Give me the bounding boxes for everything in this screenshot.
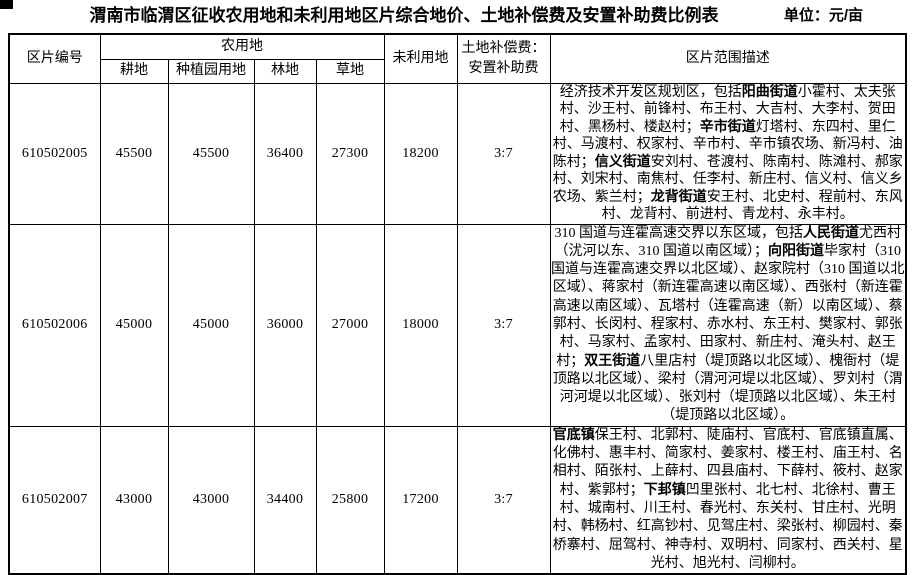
cell-grass-price: 25800 bbox=[315, 425, 385, 575]
col-header-ratio-line1: 土地补偿费： bbox=[461, 40, 546, 56]
cell-district-description: 经济技术开发区规划区，包括阳曲街道小霍村、太夫张村、沙王村、前锋村、布王村、大吉… bbox=[549, 82, 907, 225]
cell-unused-price: 18200 bbox=[383, 82, 458, 225]
cell-ratio: 3:7 bbox=[456, 223, 551, 427]
cell-plantation-price: 45500 bbox=[167, 82, 255, 225]
cell-ratio: 3:7 bbox=[456, 82, 551, 225]
cell-code: 610502006 bbox=[8, 223, 101, 427]
cell-cultivated-price: 45500 bbox=[99, 82, 169, 225]
cell-grass-price: 27300 bbox=[315, 82, 385, 225]
cell-code: 610502007 bbox=[8, 425, 101, 575]
cell-plantation-price: 45000 bbox=[167, 223, 255, 427]
table-row: 610502006 45000 45000 36000 27000 18000 … bbox=[8, 223, 907, 427]
col-header-cultivated: 耕地 bbox=[99, 58, 169, 84]
unit-label: 单位：元/亩 bbox=[783, 7, 863, 24]
col-header-grass: 草地 bbox=[315, 58, 385, 84]
header-row-sub: 耕地 种植园用地 林地 草地 bbox=[9, 58, 906, 84]
cell-ratio: 3:7 bbox=[456, 425, 551, 575]
cell-unused-price: 18000 bbox=[383, 223, 458, 427]
col-header-agri-group: 农用地 bbox=[99, 33, 385, 60]
col-header-forest: 林地 bbox=[253, 58, 317, 84]
cell-forest-price: 36400 bbox=[253, 82, 317, 225]
cell-plantation-price: 43000 bbox=[167, 425, 255, 575]
cell-cultivated-price: 43000 bbox=[99, 425, 169, 575]
table-row: 610502005 45500 45500 36400 27300 18200 … bbox=[8, 82, 907, 225]
cell-district-description: 官底镇保王村、北郭村、陡庙村、官底村、官底镇直属、化佛村、惠丰村、简家村、姜家村… bbox=[549, 425, 907, 575]
col-header-description: 区片范围描述 bbox=[549, 33, 907, 84]
col-header-plantation: 种植园用地 bbox=[167, 58, 255, 84]
page-title: 渭南市临渭区征收农用地和未利用地区片综合地价、土地补偿费及安置补助费比例表 bbox=[89, 6, 719, 25]
col-header-ratio-line2: 安置补助费 bbox=[468, 60, 539, 76]
table-row: 610502007 43000 43000 34400 25800 17200 … bbox=[8, 425, 907, 575]
col-header-ratio: 土地补偿费： 安置补助费 bbox=[456, 33, 551, 84]
cell-code: 610502005 bbox=[8, 82, 101, 225]
cell-forest-price: 34400 bbox=[253, 425, 317, 575]
cell-grass-price: 27000 bbox=[315, 223, 385, 427]
title-bar: 渭南市临渭区征收农用地和未利用地区片综合地价、土地补偿费及安置补助费比例表 单位… bbox=[0, 4, 913, 28]
cell-district-description: 310 国道与连霍高速交界以东区域，包括人民街道尤西村（沋河以东、310 国道以… bbox=[549, 223, 907, 427]
cell-unused-price: 17200 bbox=[383, 425, 458, 575]
col-header-unused: 未利用地 bbox=[383, 33, 458, 84]
scan-corner-artifact bbox=[0, 0, 13, 9]
col-header-code: 区片编号 bbox=[8, 33, 101, 84]
cell-cultivated-price: 45000 bbox=[99, 223, 169, 427]
land-price-table: 区片编号 农用地 未利用地 土地补偿费： 安置补助费 区片范围描述 耕地 种植园… bbox=[8, 33, 907, 575]
header-row-top: 区片编号 农用地 未利用地 土地补偿费： 安置补助费 区片范围描述 bbox=[8, 33, 907, 84]
cell-forest-price: 36000 bbox=[253, 223, 317, 427]
